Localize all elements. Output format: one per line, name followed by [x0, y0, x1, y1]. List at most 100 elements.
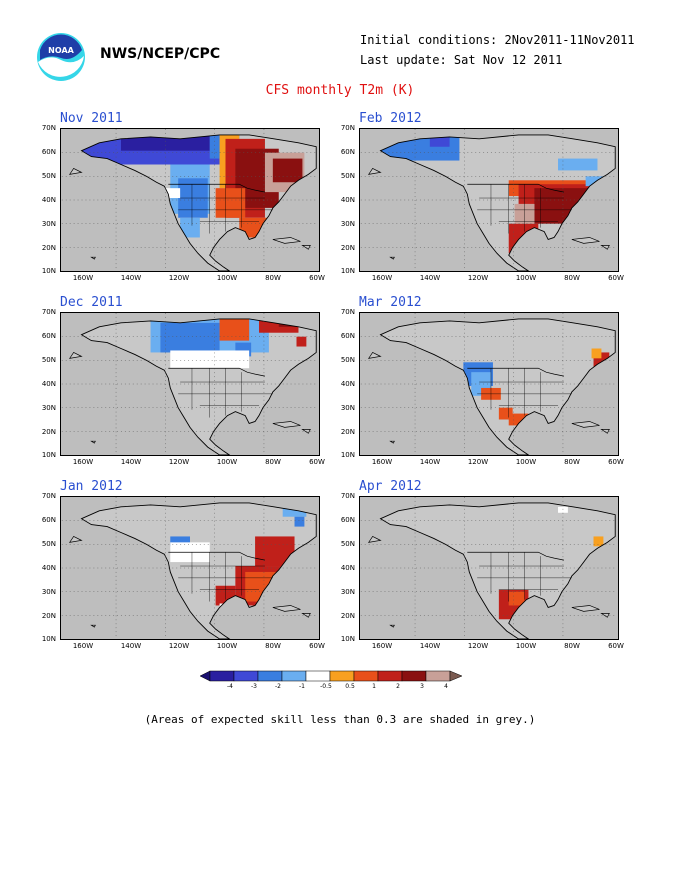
anomaly-cell	[170, 350, 250, 369]
lat-label: 20N	[340, 612, 355, 620]
colorbar-lower-arrow	[200, 670, 211, 682]
anomaly-cell	[239, 217, 269, 238]
coastline	[80, 502, 317, 639]
lon-label: 80W	[564, 642, 580, 650]
panel-title-feb: Feb 2012	[359, 111, 422, 126]
land-shape	[81, 318, 317, 455]
lat-label: 10N	[41, 635, 56, 643]
lat-label: 30N	[41, 404, 56, 412]
anomaly-cell	[259, 318, 299, 333]
lon-label: 80W	[265, 642, 281, 650]
colorbar-segment	[353, 670, 379, 682]
anomaly-cell	[558, 158, 598, 171]
colorbar-segment	[233, 670, 259, 682]
map-jan-2012	[60, 496, 320, 640]
anomaly-cell	[255, 536, 295, 567]
lon-label: 100W	[515, 274, 537, 282]
anomaly-cell	[508, 413, 529, 426]
lon-label: 80W	[564, 458, 580, 466]
map-mar-2012	[359, 312, 619, 456]
lon-label: 120W	[467, 274, 489, 282]
island	[367, 167, 382, 175]
lat-label: 10N	[41, 267, 56, 275]
island	[272, 421, 301, 428]
panel-title-dec: Dec 2011	[60, 295, 123, 310]
island	[600, 613, 610, 618]
lat-label: 70N	[41, 124, 56, 132]
anomaly-cell	[548, 192, 588, 212]
map-nov-2011	[60, 128, 320, 272]
lat-label: 40N	[41, 380, 56, 388]
island	[90, 256, 96, 260]
country-border	[467, 551, 565, 561]
lon-label: 160W	[371, 642, 393, 650]
anomaly-cell	[160, 188, 181, 199]
lat-label: 30N	[41, 588, 56, 596]
lat-label: 20N	[41, 612, 56, 620]
colorbar-label: 1	[372, 683, 376, 690]
anomaly-cell	[120, 134, 210, 151]
lat-label: 20N	[340, 244, 355, 252]
anomaly-cell	[524, 605, 545, 622]
country-border	[467, 183, 565, 193]
lat-label: 50N	[41, 356, 56, 364]
country-border	[467, 367, 565, 377]
land-shape	[380, 134, 616, 271]
lon-label: 120W	[168, 642, 190, 650]
colorbar-label: -3	[251, 683, 257, 690]
lon-label: 100W	[216, 642, 238, 650]
anomaly-cell	[180, 217, 200, 238]
lon-label: 80W	[265, 458, 281, 466]
panel-title-apr: Apr 2012	[359, 479, 422, 494]
lat-label: 10N	[340, 267, 355, 275]
island	[600, 245, 610, 250]
lon-label: 140W	[419, 458, 441, 466]
anomaly-cell	[518, 423, 539, 438]
lon-label: 80W	[564, 274, 580, 282]
lat-label: 50N	[340, 540, 355, 548]
lat-label: 70N	[340, 308, 355, 316]
lon-label: 160W	[371, 458, 393, 466]
island	[90, 440, 96, 444]
anomaly-cell	[508, 591, 525, 606]
country-border	[168, 183, 266, 193]
country-border	[168, 367, 266, 377]
figure-title: CFS monthly T2m (K)	[265, 83, 415, 98]
colorbar-segment	[425, 670, 451, 682]
lon-label: 120W	[467, 458, 489, 466]
lon-label: 60W	[608, 458, 624, 466]
colorbar-label: -4	[227, 683, 233, 690]
island	[272, 237, 301, 244]
map-svg	[360, 497, 618, 639]
anomaly-cell	[296, 336, 307, 347]
lon-label: 160W	[72, 642, 94, 650]
coastline	[80, 134, 317, 271]
land-shape	[81, 502, 317, 639]
colorbar-segment	[209, 670, 235, 682]
colorbar-segment	[377, 670, 403, 682]
anomaly-cell	[429, 134, 450, 147]
lat-label: 50N	[340, 172, 355, 180]
last-update: Last update: Sat Nov 12 2011	[360, 53, 563, 67]
lon-label: 120W	[467, 642, 489, 650]
lat-label: 10N	[340, 635, 355, 643]
anomaly-layer	[150, 318, 309, 369]
lat-label: 60N	[340, 148, 355, 156]
colorbar-label: -2	[275, 683, 281, 690]
anomaly-cell	[534, 611, 551, 626]
colorbar-label: 0.5	[345, 683, 355, 690]
colorbar	[200, 670, 463, 682]
anomaly-cell	[170, 536, 190, 547]
lat-label: 50N	[41, 540, 56, 548]
lat-label: 60N	[41, 516, 56, 524]
lat-label: 30N	[340, 588, 355, 596]
lon-label: 60W	[309, 274, 325, 282]
lat-label: 20N	[41, 244, 56, 252]
lon-label: 140W	[419, 642, 441, 650]
lat-label: 10N	[340, 451, 355, 459]
coastline	[379, 502, 616, 639]
noaa-logo: NOAA	[37, 33, 85, 81]
lon-label: 160W	[72, 458, 94, 466]
lat-label: 40N	[340, 564, 355, 572]
anomaly-cell	[294, 516, 305, 527]
